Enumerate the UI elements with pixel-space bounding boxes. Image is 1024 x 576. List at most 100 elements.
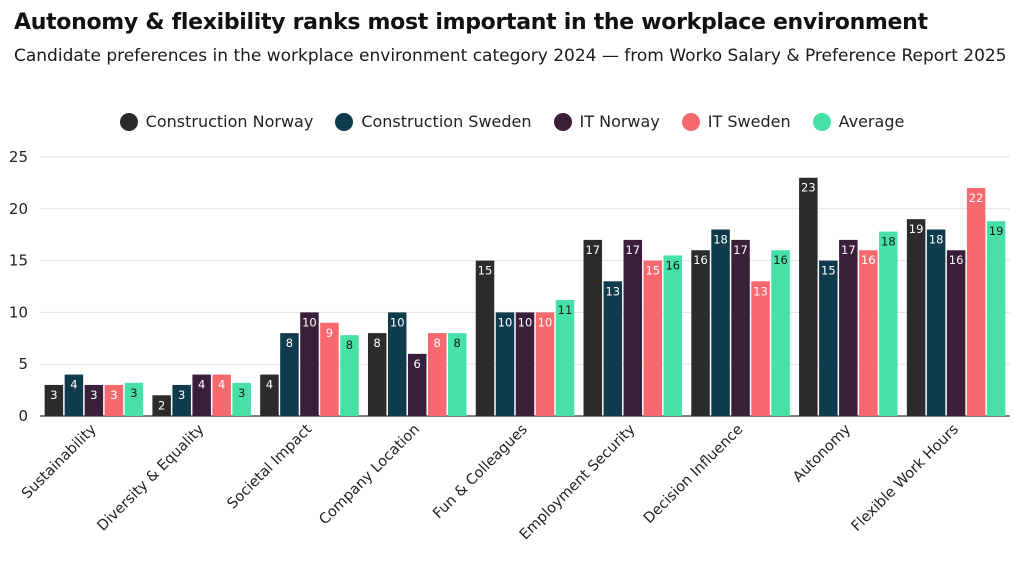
x-tick-label: Societal Impact xyxy=(225,421,316,512)
bar xyxy=(300,312,319,416)
bar xyxy=(407,353,427,416)
bar xyxy=(212,374,231,416)
bar-value-label: 4 xyxy=(266,378,273,392)
bar xyxy=(104,384,124,416)
bar xyxy=(643,260,663,416)
y-tick-label: 20 xyxy=(9,200,28,218)
legend-label: Construction Sweden xyxy=(361,112,532,131)
bar xyxy=(751,281,770,416)
bar xyxy=(771,250,790,416)
x-tick-label: Autonomy xyxy=(790,421,854,485)
bar xyxy=(44,384,64,416)
bar-value-label: 17 xyxy=(625,243,640,257)
bar xyxy=(731,239,750,416)
bar-value-label: 4 xyxy=(70,378,77,392)
legend-item-construction-sweden: Construction Sweden xyxy=(335,112,532,131)
legend-item-it-norway: IT Norway xyxy=(553,112,660,131)
bar-value-label: 2 xyxy=(158,398,165,412)
y-tick-label: 15 xyxy=(9,252,28,270)
x-tick-label: Company Location xyxy=(316,422,423,529)
bar-value-label: 10 xyxy=(538,315,553,329)
bar xyxy=(427,333,447,416)
bar-value-label: 23 xyxy=(801,181,816,195)
bar xyxy=(192,374,211,416)
legend-dot-icon xyxy=(553,112,572,131)
bar-value-label: 18 xyxy=(713,233,728,247)
bar xyxy=(387,312,407,416)
bar xyxy=(839,239,858,416)
chart-subtitle: Candidate preferences in the workplace e… xyxy=(14,46,1007,66)
bar xyxy=(926,229,946,416)
bar-value-label: 16 xyxy=(693,253,708,267)
legend: Construction Norway Construction Sweden … xyxy=(0,112,1024,131)
bar xyxy=(819,260,838,416)
bar-value-label: 15 xyxy=(821,264,836,278)
bar-value-label: 17 xyxy=(841,243,856,257)
bar xyxy=(152,395,171,416)
bar xyxy=(340,335,359,416)
bar-value-label: 3 xyxy=(178,388,185,402)
bar-value-label: 6 xyxy=(414,357,421,371)
bar xyxy=(535,312,555,416)
chart-title: Autonomy & flexibility ranks most import… xyxy=(14,10,928,35)
bar-value-label: 8 xyxy=(434,336,441,350)
bar-value-label: 9 xyxy=(326,326,333,340)
legend-dot-icon xyxy=(119,112,138,131)
bar-value-label: 10 xyxy=(518,315,533,329)
bar xyxy=(946,250,966,416)
bar-value-label: 18 xyxy=(881,235,896,249)
bar xyxy=(986,221,1006,416)
bar-value-label: 8 xyxy=(374,336,381,350)
bar-value-label: 3 xyxy=(238,386,245,400)
bar xyxy=(447,333,467,416)
bar-value-label: 15 xyxy=(645,264,660,278)
bar xyxy=(603,281,623,416)
legend-item-it-sweden: IT Sweden xyxy=(681,112,791,131)
bar xyxy=(475,260,495,416)
bar-value-label: 10 xyxy=(498,315,513,329)
bar xyxy=(555,299,575,416)
bar xyxy=(232,382,251,416)
bar xyxy=(623,239,643,416)
bar-value-label: 18 xyxy=(929,233,944,247)
legend-label: IT Sweden xyxy=(707,112,791,131)
bar xyxy=(172,384,191,416)
y-tick-label: 25 xyxy=(9,148,28,166)
legend-label: IT Norway xyxy=(579,112,660,131)
bar-value-label: 8 xyxy=(286,336,293,350)
bar-value-label: 8 xyxy=(346,338,353,352)
bar xyxy=(859,250,878,416)
bar xyxy=(515,312,535,416)
bar xyxy=(280,333,299,416)
bar-value-label: 13 xyxy=(605,284,620,298)
x-tick-label: Flexible Work Hours xyxy=(849,422,962,535)
bar xyxy=(663,255,683,416)
bar-value-label: 10 xyxy=(390,315,405,329)
x-tick-label: Employment Security xyxy=(517,421,639,543)
bar xyxy=(583,239,603,416)
bar-value-label: 4 xyxy=(198,378,205,392)
legend-item-construction-norway: Construction Norway xyxy=(119,112,313,131)
bar xyxy=(906,219,926,416)
bar-value-label: 15 xyxy=(478,264,493,278)
x-tick-label: Decision Influence xyxy=(641,421,747,527)
y-tick-label: 5 xyxy=(18,355,28,373)
bar-value-label: 16 xyxy=(665,258,680,272)
legend-label: Average xyxy=(838,112,905,131)
bar xyxy=(124,382,144,416)
bar-value-label: 4 xyxy=(218,378,225,392)
bar-value-label: 3 xyxy=(90,388,97,402)
bar-value-label: 17 xyxy=(733,243,748,257)
y-tick-label: 10 xyxy=(9,303,28,321)
bar-value-label: 8 xyxy=(454,336,461,350)
bar xyxy=(691,250,710,416)
bar-value-label: 3 xyxy=(110,388,117,402)
legend-dot-icon xyxy=(812,112,831,131)
bar-value-label: 11 xyxy=(558,303,573,317)
bar-value-label: 16 xyxy=(773,253,788,267)
bar-value-label: 16 xyxy=(861,253,876,267)
legend-dot-icon xyxy=(335,112,354,131)
bar-value-label: 22 xyxy=(969,191,984,205)
bar xyxy=(84,384,104,416)
